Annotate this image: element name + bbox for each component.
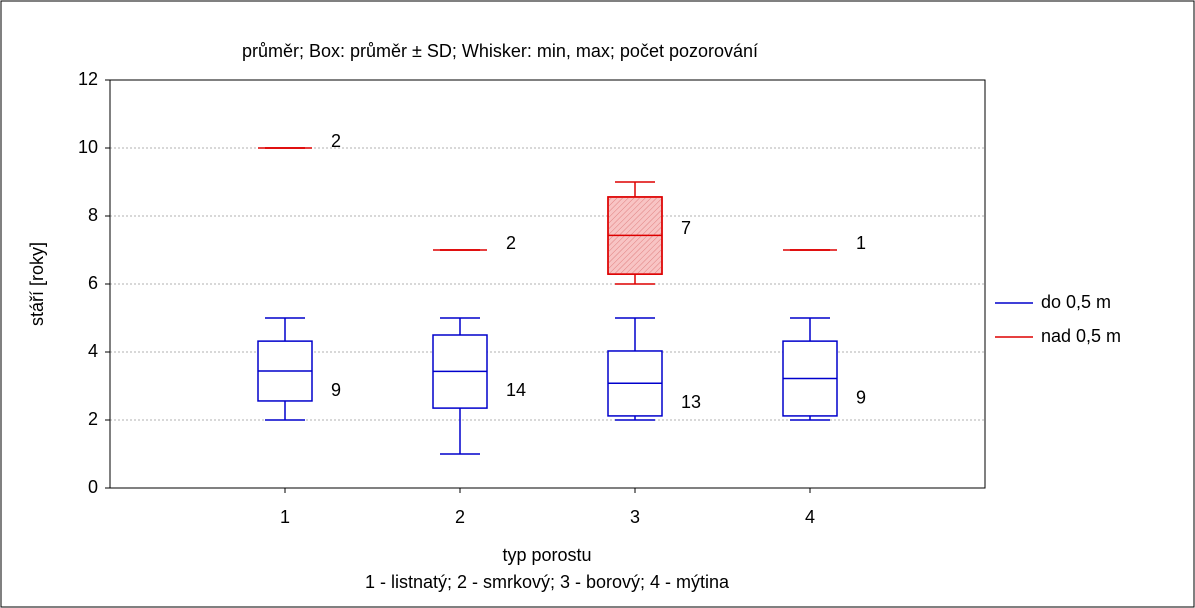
y-axis-label: stáří [roky] [27,242,47,326]
chart-title: průměr; Box: průměr ± SD; Whisker: min, … [242,41,758,61]
x-axis-label: typ porostu [502,545,591,565]
y-tick-label: 0 [88,477,98,497]
count-label: 1 [856,233,866,253]
count-label: 9 [331,380,341,400]
count-label: 14 [506,380,526,400]
x-tick-label: 3 [630,507,640,527]
x-tick-label: 1 [280,507,290,527]
x-axis-note: 1 - listnatý; 2 - smrkový; 3 - borový; 4… [365,572,730,592]
y-tick-label: 6 [88,273,98,293]
count-label: 9 [856,387,866,407]
x-tick-label: 2 [455,507,465,527]
count-label: 13 [681,392,701,412]
y-tick-label: 2 [88,409,98,429]
x-tick-label: 4 [805,507,815,527]
count-label: 2 [506,233,516,253]
plot-area [109,79,986,489]
y-tick-label: 4 [88,341,98,361]
y-tick-label: 10 [78,137,98,157]
y-tick-label: 8 [88,205,98,225]
count-label: 2 [331,131,341,151]
y-tick-label: 12 [78,69,98,89]
legend-label: do 0,5 m [1041,292,1111,312]
legend-label: nad 0,5 m [1041,326,1121,346]
count-label: 7 [681,218,691,238]
